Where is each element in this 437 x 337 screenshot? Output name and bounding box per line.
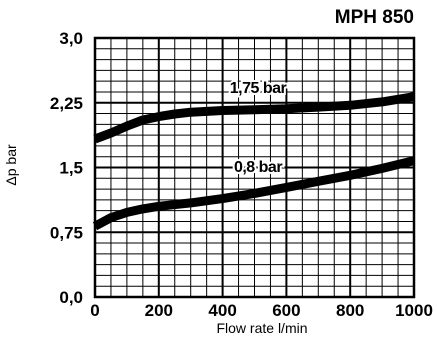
series-line-2 [92,156,416,231]
y-tick-label: 0,75 [50,223,83,242]
y-tick-label: 0,0 [59,288,83,307]
series-group [92,92,416,231]
series-label-2: 0,8 bar [234,159,282,176]
y-tick-label: 2,25 [50,94,83,113]
series-line-1 [93,92,415,144]
y-tick-label: 1,5 [59,159,83,178]
x-tick-label: 200 [145,301,173,320]
plot-frame [93,36,416,299]
series-labels: 1,75 bar 0,8 bar [228,78,289,178]
x-tick-label: 600 [272,301,300,320]
x-tick-label: 800 [336,301,364,320]
tick-labels: 0 200 400 600 800 1000 0,0 0,75 1,5 2,25 3,0 [50,29,433,320]
chart-title: MPH 850 [335,7,414,28]
y-axis-label: Δp bar [3,144,19,186]
x-tick-label: 0 [90,301,99,320]
x-axis-label: Flow rate l/min [216,320,307,336]
series-label-1: 1,75 bar [230,80,287,97]
y-tick-label: 3,0 [59,29,83,48]
x-tick-label: 1000 [395,301,433,320]
x-tick-label: 400 [208,301,236,320]
